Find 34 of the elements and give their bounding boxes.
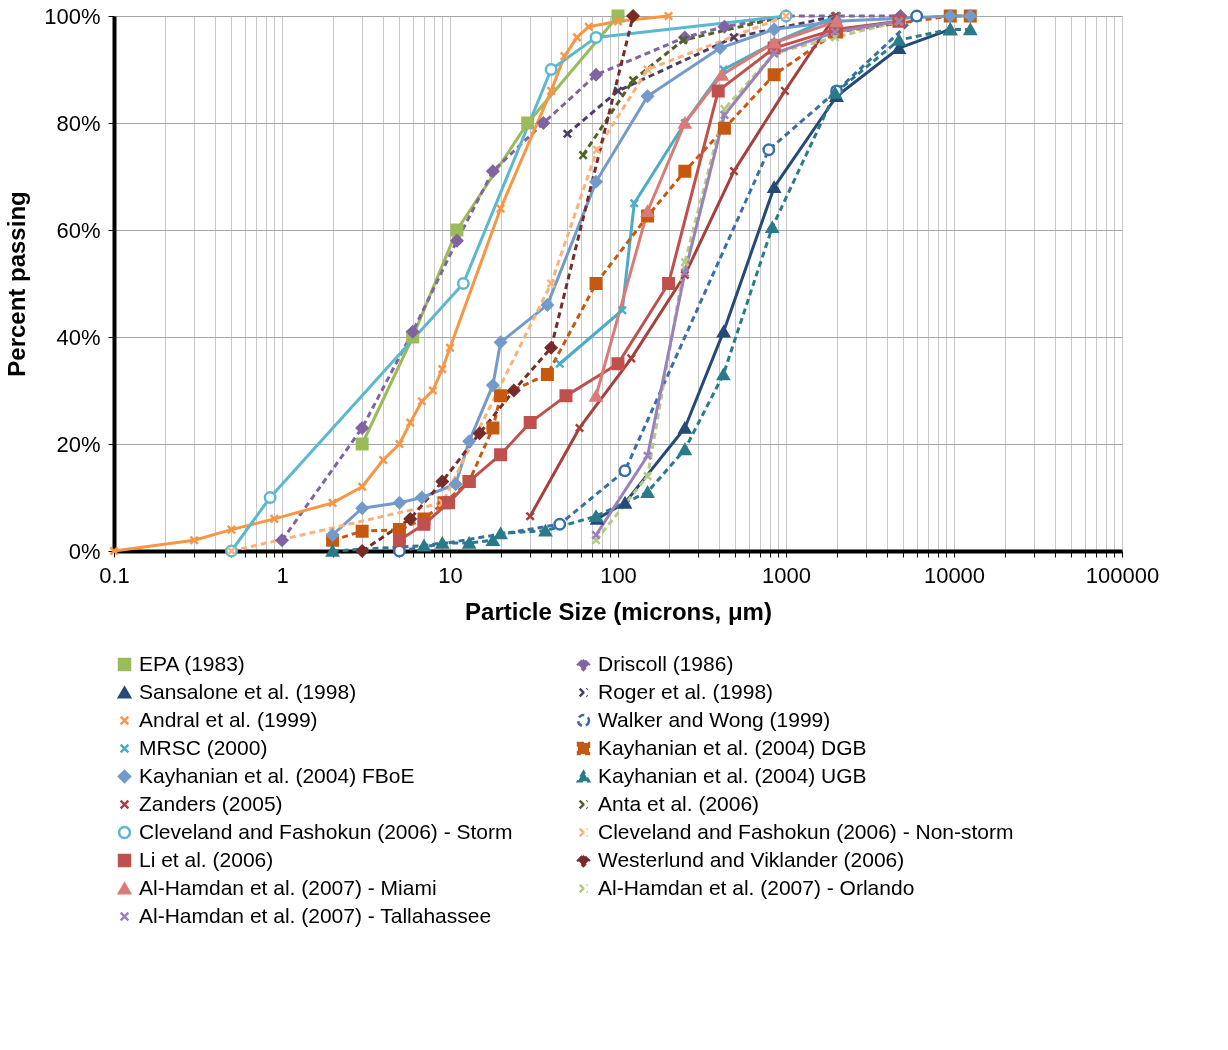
legend-label: Kayhanian et al. (2004) DGB — [598, 735, 867, 759]
legend-label: Walker and Wong (1999) — [598, 707, 831, 731]
legend-label: Al-Hamdan et al. (2007) - Miami — [139, 875, 437, 899]
x-tick-label: 0.1 — [99, 562, 130, 588]
legend-label: Al-Hamdan et al. (2007) - Tallahassee — [139, 903, 492, 927]
y-tick-label: 20% — [56, 431, 101, 457]
legend-label: Anta et al. (2006) — [598, 791, 760, 815]
legend-label: Andral et al. (1999) — [139, 707, 318, 731]
legend-label: EPA (1983) — [139, 651, 245, 675]
legend-label: Zanders (2005) — [139, 791, 283, 815]
y-axis-title: Percent passing — [3, 191, 31, 377]
x-tick-label: 100 — [600, 562, 637, 588]
legend-label: Kayhanian et al. (2004) FBoE — [139, 763, 415, 787]
y-tick-label: 100% — [44, 3, 101, 29]
y-tick-label: 40% — [56, 324, 101, 350]
legend-label: Sansalone et al. (1998) — [139, 679, 357, 703]
x-tick-label: 1000 — [762, 562, 811, 588]
legend-label: Li et al. (2006) — [139, 847, 274, 871]
legend-label: Westerlund and Viklander (2006) — [598, 847, 905, 871]
legend-label: Cleveland and Fashokun (2006) - Storm — [139, 819, 513, 843]
x-tick-label: 100000 — [1085, 562, 1160, 588]
y-tick-label: 0% — [68, 538, 101, 564]
legend-label: Cleveland and Fashokun (2006) - Non-storm — [598, 819, 1014, 843]
legend-label: Driscoll (1986) — [598, 651, 734, 675]
legend-label: MRSC (2000) — [139, 735, 268, 759]
x-tick-label: 10 — [438, 562, 463, 588]
y-tick-label: 60% — [56, 217, 101, 243]
x-tick-label: 1 — [276, 562, 289, 588]
legend-label: Kayhanian et al. (2004) UGB — [598, 763, 867, 787]
y-tick-label: 80% — [56, 110, 101, 136]
legend-label: Al-Hamdan et al. (2007) - Orlando — [598, 875, 915, 899]
legend-label: Roger et al. (1998) — [598, 679, 774, 703]
x-axis-title: Particle Size (microns, μm) — [465, 597, 772, 625]
x-tick-label: 10000 — [923, 562, 986, 588]
